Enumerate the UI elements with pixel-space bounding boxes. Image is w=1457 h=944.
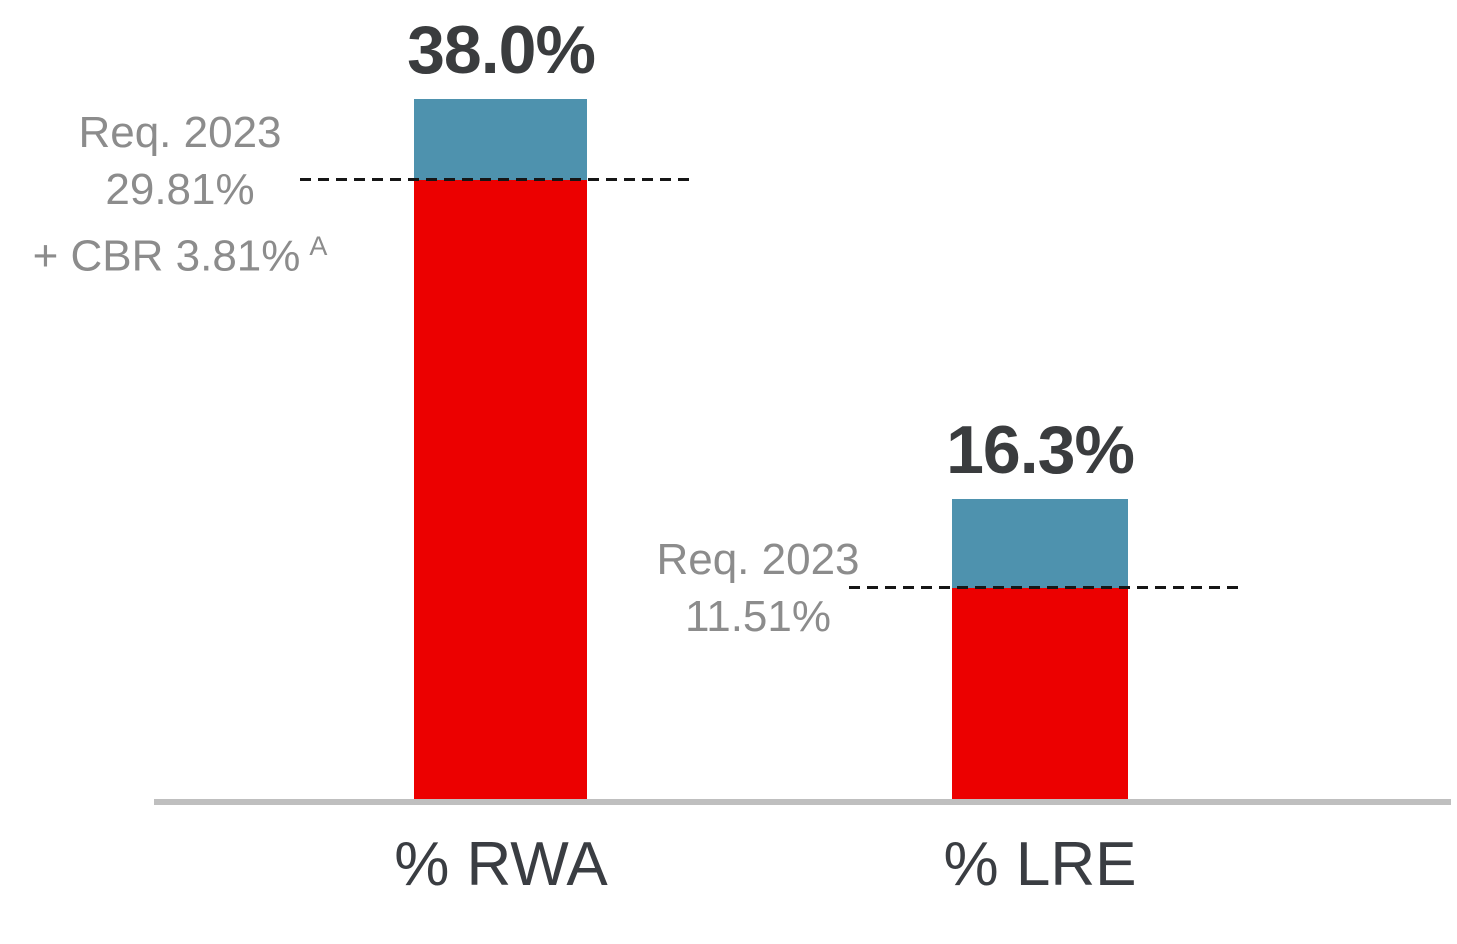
total-value-label-lre: 16.3% — [946, 412, 1135, 488]
requirement-dashed-line-lre — [849, 586, 1238, 589]
requirement-label-lre: Req. 2023 11.51% — [578, 531, 938, 645]
requirement-label-line: 11.51% — [685, 592, 831, 641]
requirement-label-line: Req. 2023 — [78, 108, 282, 157]
requirement-dashed-line-rwa — [300, 178, 692, 181]
total-value-label-rwa: 38.0% — [407, 12, 596, 88]
requirement-label-line: 29.81% — [105, 165, 255, 214]
axis-label-rwa: % RWA — [394, 830, 608, 899]
axis-label-lre: % LRE — [943, 830, 1137, 899]
bar-rwa-excess-segment — [414, 99, 587, 180]
requirement-label-line: Req. 2023 — [656, 535, 860, 584]
requirement-label-rwa: Req. 2023 29.81% + CBR 3.81% A — [0, 104, 360, 285]
bar-lre — [952, 499, 1128, 800]
bar-rwa — [414, 99, 587, 800]
bar-rwa-requirement-segment — [414, 180, 587, 800]
footnote-marker-a: A — [309, 231, 328, 261]
bar-lre-requirement-segment — [952, 588, 1128, 800]
x-axis-line — [154, 799, 1451, 805]
bar-lre-excess-segment — [952, 499, 1128, 588]
requirement-label-line: + CBR 3.81% A — [32, 231, 328, 281]
